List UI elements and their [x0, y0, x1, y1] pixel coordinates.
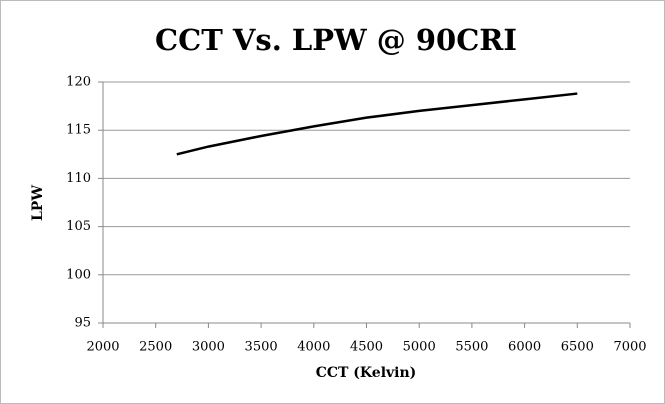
x-tick-label: 2500 — [139, 340, 172, 355]
y-tick-label: 115 — [66, 123, 91, 138]
x-tick-label: 2000 — [86, 340, 119, 355]
x-axis-title: CCT (Kelvin) — [316, 365, 417, 381]
x-tick-label: 3000 — [192, 340, 225, 355]
x-tick-label: 6000 — [508, 340, 541, 355]
x-tick-label: 3500 — [245, 340, 278, 355]
x-tick-label: 7000 — [613, 340, 646, 355]
y-tick-label: 105 — [66, 219, 91, 234]
x-tick-label: 5500 — [455, 340, 488, 355]
chart-title: CCT Vs. LPW @ 90CRI — [155, 23, 517, 57]
x-tick-label: 4500 — [350, 340, 383, 355]
data-line — [176, 92, 578, 156]
x-tick-label: 5000 — [403, 340, 436, 355]
y-tick-label: 95 — [74, 316, 91, 331]
y-axis-title: LPW — [30, 185, 46, 221]
y-tick-label: 110 — [66, 171, 91, 186]
x-tick-label: 4000 — [297, 340, 330, 355]
y-tick-label: 100 — [66, 267, 91, 282]
y-tick-label: 120 — [66, 75, 91, 90]
x-tick-label: 6500 — [561, 340, 594, 355]
